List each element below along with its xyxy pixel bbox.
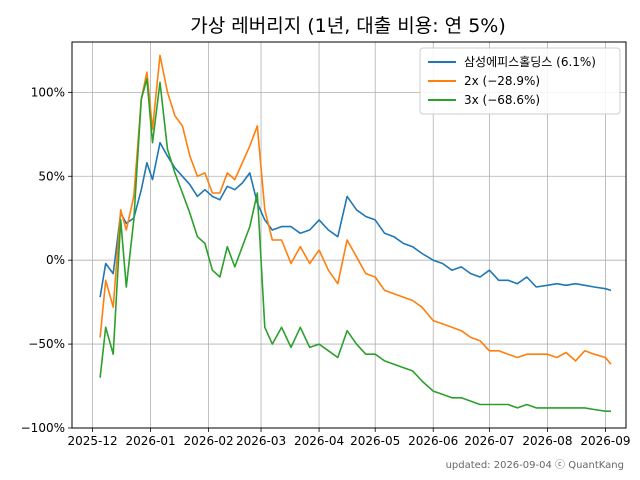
x-tick-label: 2026-01 [126, 434, 176, 448]
x-tick-label: 2026-06 [408, 434, 458, 448]
y-tick-label: −50% [28, 337, 65, 351]
chart-title: 가상 레버리지 (1년, 대출 비용: 연 5%) [190, 15, 506, 37]
legend-box [419, 47, 621, 115]
y-tick-label: 50% [38, 169, 65, 183]
x-tick-label: 2025-12 [68, 434, 118, 448]
legend-label-1: 삼성에피스홀딩스 (6.1%) [464, 55, 596, 69]
legend-label-3: 3x (−68.6%) [464, 93, 540, 107]
legend-label-2: 2x (−28.9%) [464, 74, 540, 88]
x-tick-label: 2026-03 [236, 434, 286, 448]
y-tick-label: 100% [31, 85, 65, 99]
series-line-2 [99, 54, 612, 365]
plot-frame [71, 41, 627, 429]
y-axis: 100% 50% 0% −50% −100% [21, 85, 72, 435]
x-tick-label: 2026-09 [580, 434, 630, 448]
y-tick-label: 0% [46, 253, 65, 267]
x-tick-label: 2026-02 [184, 434, 234, 448]
x-axis: 2025-12 2026-01 2026-02 2026-03 2026-04 2026-… [68, 428, 630, 448]
series-layer [99, 54, 612, 413]
x-tick-label: 2026-07 [464, 434, 514, 448]
series-line-3 [99, 78, 611, 413]
y-tick-label: −100% [21, 421, 65, 435]
footer-credit: updated: 2026-09-04 ⓒ QuantKang [446, 459, 624, 471]
legend: 삼성에피스홀딩스 (6.1%) 2x (−28.9%) 3x (−68.6%) [419, 47, 621, 115]
x-tick-label: 2026-05 [350, 434, 400, 448]
x-tick-label: 2026-08 [522, 434, 572, 448]
series-line-1 [99, 141, 612, 298]
x-tick-label: 2026-04 [294, 434, 344, 448]
